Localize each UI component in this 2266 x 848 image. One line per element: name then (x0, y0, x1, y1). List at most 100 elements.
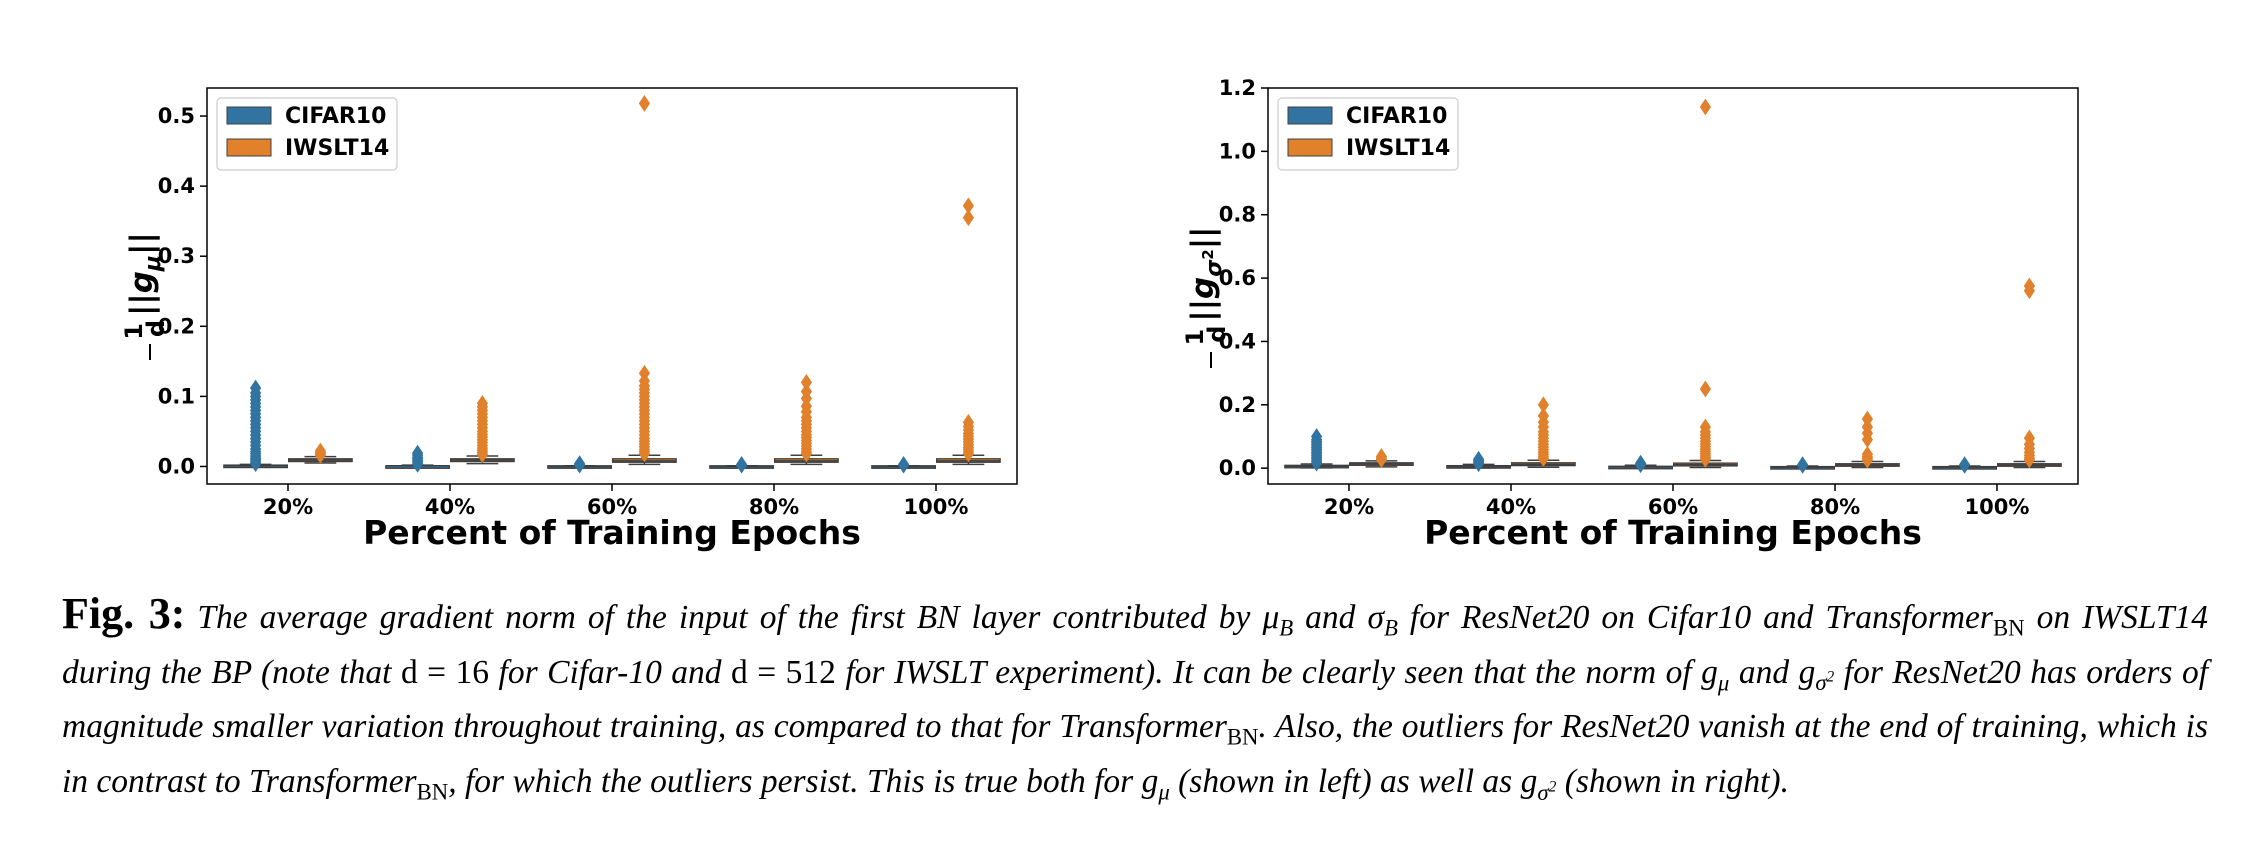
caption-text-8: . Also, the outliers for ResNet20 vanish… (62, 708, 2208, 801)
outlier-point (1472, 450, 1485, 468)
chart-right-legend-swatch-cifar10 (1287, 106, 1333, 125)
caption-text-3: on IWSLT14 during the BP (note that (62, 599, 2209, 691)
caption-sigma-sub-1: σ2 (1815, 668, 1835, 696)
chart-left-xticks: 20% 40% 60% 80% 100% (263, 484, 969, 519)
chart-right-marks (1284, 98, 2062, 474)
outlier-point (1310, 428, 1323, 445)
chart-left-box-iwslt14 (773, 373, 839, 466)
chart-left: 0.0 0.1 0.2 0.3 0.4 0.5 20% 40% 60% 80% 100% Perc… (120, 87, 1018, 552)
outlier-point (1375, 448, 1388, 465)
outlier-point (2023, 277, 2036, 295)
chart-right-box-iwslt14 (1672, 98, 1738, 469)
chart-left-box-iwslt14 (935, 197, 1001, 466)
chart-right-ytick-label: 1.2 (1219, 76, 1256, 100)
outlier-point (962, 413, 975, 431)
chart-right-ytick-label: 0.0 (1219, 456, 1256, 480)
svg-text:1d||gσ2||: 1d||gσ2|| (1181, 227, 1231, 346)
outlier-point (1861, 445, 1874, 463)
chart-left-xtick-label: 100% (904, 495, 969, 519)
chart-right-xticks: 20% 40% 60% 80% 100% (1324, 484, 2030, 519)
chart-right-box-iwslt14 (1834, 410, 1900, 469)
chart-left-ytick-label: 0.5 (158, 104, 195, 128)
chart-left-box-cifar10 (709, 455, 775, 474)
caption-text-11: (shown in right). (1556, 763, 1789, 801)
outlier-point (1699, 98, 1712, 116)
chart-right-box-cifar10 (1284, 428, 1350, 472)
outlier-point (1796, 456, 1809, 474)
chart-right-ytick-label: 0.6 (1219, 266, 1256, 290)
caption-eq16: = 16 (417, 653, 490, 691)
caption-sigma-sub-2: σ2 (1537, 778, 1557, 805)
caption-text-7: for ResNet20 has orders of magnitude sma… (62, 653, 2208, 746)
chart-left-xtick-label: 20% (263, 495, 313, 519)
outlier-point (1537, 407, 1550, 425)
chart-right-legend: CIFAR10 IWSLT14 (1277, 97, 1459, 171)
chart-left-ytick-label: 0.3 (158, 244, 195, 268)
outlier-point (411, 444, 424, 462)
chart-right-xtick-label: 100% (1965, 495, 2030, 519)
chart-right-ylabel: 1d||gσ2|| (1181, 227, 1231, 368)
outlier-point (1861, 410, 1874, 428)
chart-left-ytick-label: 0.2 (158, 314, 195, 338)
outlier-point (897, 455, 910, 473)
outlier-point (2023, 429, 2036, 447)
caption-sigma-sub-1-exp: 2 (1826, 668, 1835, 686)
chart-right-legend-label-iwslt14: IWSLT14 (1346, 136, 1450, 161)
caption-and: and (1293, 599, 1368, 636)
caption-mu: μ (1262, 599, 1280, 636)
caption-text-6: and (1729, 653, 1799, 691)
chart-left-xtick-label: 40% (425, 495, 475, 519)
chart-left-ytick-label: 0.1 (158, 384, 195, 408)
caption-bn-1: BN (1992, 615, 2025, 641)
chart-left-xlabel: Percent of Training Epochs (363, 513, 861, 552)
chart-right-ytick-label: 0.4 (1219, 329, 1256, 353)
caption-sub-b: B (1279, 615, 1294, 641)
caption-sigma-sub-1-letter: σ (1815, 670, 1827, 696)
outlier-point (314, 442, 327, 460)
caption-g-3: g (1141, 763, 1159, 801)
chart-right-box-cifar10 (1608, 454, 1674, 474)
caption-g-2: g (1798, 653, 1816, 691)
caption-mu-sub-1: μ (1717, 670, 1730, 696)
outlier-point (735, 455, 748, 473)
outlier-point (1537, 396, 1550, 414)
outlier-point (1699, 418, 1712, 436)
chart-left-box-iwslt14 (611, 95, 677, 466)
outlier-point (962, 197, 975, 215)
outlier-point (1958, 456, 1971, 474)
chart-right-xtick-label: 20% (1324, 495, 1374, 519)
chart-left-box-cifar10 (223, 379, 289, 473)
outlier-point (800, 373, 813, 391)
chart-right-ytick-label: 1.0 (1219, 139, 1256, 163)
chart-right-box-cifar10 (1770, 456, 1836, 474)
outlier-point (800, 383, 813, 400)
outlier-point (962, 209, 975, 227)
caption-bn-3: BN (416, 779, 449, 805)
chart-right-legend-label-cifar10: CIFAR10 (1346, 104, 1447, 129)
chart-right-yticks: 0.0 0.2 0.4 0.6 0.8 1.0 1.2 (1219, 76, 1268, 480)
outlier-point (638, 364, 651, 382)
chart-left-box-iwslt14 (287, 442, 353, 464)
outlier-point (638, 95, 651, 112)
caption-text-1: The average gradient norm of the input o… (197, 599, 1263, 636)
chart-left-legend-label-cifar10: CIFAR10 (285, 104, 386, 129)
caption-text-4: for Cifar-10 and (489, 653, 732, 691)
chart-left-legend-swatch-iwslt14 (226, 138, 272, 157)
chart-left-box-iwslt14 (449, 394, 515, 465)
chart-right-box-cifar10 (1932, 456, 1998, 474)
chart-left-ylabel: 1d||gμ|| (120, 232, 170, 360)
chart-right-box-iwslt14 (1348, 448, 1414, 469)
chart-right-xtick-label: 60% (1648, 495, 1698, 519)
chart-right-box-iwslt14 (1996, 277, 2062, 469)
outlier-point (1634, 454, 1647, 472)
caption-text-9: , for which the outliers persist. This i… (448, 763, 1142, 801)
chart-left-marks (223, 95, 1001, 474)
figure-caption: Fig. 3: The average gradient norm of the… (62, 592, 2208, 815)
chart-left-legend-swatch-cifar10 (226, 106, 272, 125)
caption-text-5: for IWSLT experiment). It can be clearly… (835, 653, 1702, 691)
caption-g-4: g (1520, 763, 1538, 801)
caption-text-10: (shown in left) as well as (1169, 763, 1521, 801)
caption-sigma-sub-2-exp: 2 (1548, 778, 1557, 796)
caption-mu-sub-2: μ (1158, 779, 1170, 805)
chart-right-ytick-label: 0.8 (1219, 203, 1256, 227)
